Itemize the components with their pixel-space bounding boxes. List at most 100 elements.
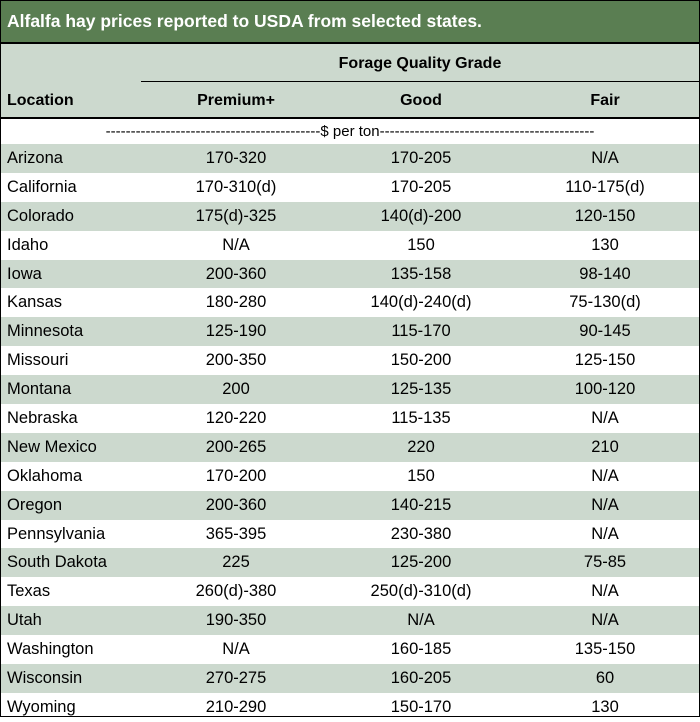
good-cell: 160-205 xyxy=(390,668,452,687)
location-cell: Montana xyxy=(7,380,72,399)
good-cell: N/A xyxy=(407,611,435,630)
table-row: Washington N/A 160-185 135-150 xyxy=(1,635,699,664)
location-cell: Texas xyxy=(7,582,51,601)
fair-cell: N/A xyxy=(591,582,619,601)
location-cell: Oklahoma xyxy=(7,466,83,485)
premium-cell: 200 xyxy=(222,380,250,399)
group-header-underline xyxy=(141,81,699,82)
group-header: Forage Quality Grade xyxy=(338,55,502,72)
location-cell: Oregon xyxy=(7,495,63,514)
table-row: Idaho N/A 150 130 xyxy=(1,231,699,260)
location-cell: Iowa xyxy=(7,264,42,283)
premium-cell: 225 xyxy=(222,553,250,572)
location-cell: Idaho xyxy=(7,235,49,254)
good-cell: 140(d)-240(d) xyxy=(370,293,472,312)
table-row: Kansas 180-280 140(d)-240(d) 75-130(d) xyxy=(1,288,699,317)
good-cell: 220 xyxy=(407,437,435,456)
good-cell: 140(d)-200 xyxy=(380,206,462,225)
location-cell: Arizona xyxy=(7,148,63,167)
good-cell: 125-135 xyxy=(390,380,452,399)
premium-cell: 170-310(d) xyxy=(195,177,277,196)
fair-cell: 75-130(d) xyxy=(569,293,641,312)
fair-cell: 135-150 xyxy=(574,640,636,659)
good-cell: 170-205 xyxy=(390,177,452,196)
table-row: Wyoming 210-290 150-170 130 xyxy=(1,693,699,722)
table-row: California 170-310(d) 170-205 110-175(d) xyxy=(1,173,699,202)
location-header: Location xyxy=(7,92,74,109)
location-cell: Kansas xyxy=(7,293,63,312)
table-row: Montana 200 125-135 100-120 xyxy=(1,375,699,405)
fair-cell: 98-140 xyxy=(579,264,631,283)
premium-cell: 120-220 xyxy=(205,408,267,427)
good-cell: 170-205 xyxy=(390,148,452,167)
premium-cell: 270-275 xyxy=(205,668,267,687)
table-row: Iowa 200-360 135-158 98-140 xyxy=(1,259,699,289)
good-cell: 150 xyxy=(407,235,435,254)
premium-cell: N/A xyxy=(222,235,250,254)
good-cell: 125-200 xyxy=(390,553,452,572)
location-cell: Colorado xyxy=(7,206,74,225)
table-row: Nebraska 120-220 115-135 N/A xyxy=(1,404,699,433)
good-header: Good xyxy=(400,92,442,109)
good-cell: 230-380 xyxy=(390,524,452,543)
fair-cell: N/A xyxy=(591,148,619,167)
header-divider xyxy=(1,117,699,119)
fair-cell: 120-150 xyxy=(574,206,636,225)
table-row: Minnesota 125-190 115-170 90-145 xyxy=(1,317,699,347)
location-cell: Washington xyxy=(7,640,94,659)
premium-cell: 210-290 xyxy=(205,697,267,716)
premium-cell: 125-190 xyxy=(205,322,267,341)
premium-cell: 200-360 xyxy=(205,264,267,283)
fair-cell: 90-145 xyxy=(579,322,631,341)
table-row: Utah 190-350 N/A N/A xyxy=(1,606,699,636)
fair-cell: 130 xyxy=(591,697,619,716)
table-row: Texas 260(d)-380 250(d)-310(d) N/A xyxy=(1,577,699,606)
fair-cell: N/A xyxy=(591,408,619,427)
good-cell: 115-170 xyxy=(391,322,451,341)
premium-cell: N/A xyxy=(222,640,250,659)
good-cell: 140-215 xyxy=(390,495,452,514)
location-cell: California xyxy=(7,177,77,196)
premium-cell: 200-350 xyxy=(205,351,267,370)
table-title-bar: Alfalfa hay prices reported to USDA from… xyxy=(1,1,699,44)
location-cell: Wyoming xyxy=(7,697,76,716)
location-cell: Missouri xyxy=(7,351,69,370)
table-row: South Dakota 225 125-200 75-85 xyxy=(1,548,699,578)
location-cell: Minnesota xyxy=(7,322,84,341)
fair-header: Fair xyxy=(590,92,620,109)
fair-cell: 110-175(d) xyxy=(565,177,645,196)
location-cell: Utah xyxy=(7,611,42,630)
fair-cell: N/A xyxy=(591,524,619,543)
good-cell: 150 xyxy=(407,466,435,485)
fair-cell: 75-85 xyxy=(583,553,627,572)
premium-cell: 170-200 xyxy=(205,466,267,485)
units-label: ----------------------------------------… xyxy=(105,123,595,140)
table-title: Alfalfa hay prices reported to USDA from… xyxy=(7,11,482,31)
premium-cell: 190-350 xyxy=(205,611,267,630)
fair-cell: 60 xyxy=(595,668,615,687)
fair-cell: N/A xyxy=(591,466,619,485)
premium-cell: 260(d)-380 xyxy=(195,582,277,601)
premium-cell: 200-360 xyxy=(205,495,267,514)
table-row: Colorado 175(d)-325 140(d)-200 120-150 xyxy=(1,201,699,231)
units-row: ----------------------------------------… xyxy=(1,119,699,144)
table-row: Oregon 200-360 140-215 N/A xyxy=(1,490,699,520)
good-cell: 135-158 xyxy=(390,264,452,283)
fair-cell: 125-150 xyxy=(574,351,636,370)
table-row: Oklahoma 170-200 150 N/A xyxy=(1,462,699,491)
premium-cell: 175(d)-325 xyxy=(195,206,277,225)
fair-cell: N/A xyxy=(591,495,619,514)
table-row: Wisconsin 270-275 160-205 60 xyxy=(1,664,699,693)
location-cell: Nebraska xyxy=(7,408,78,427)
location-cell: Pennsylvania xyxy=(7,524,106,543)
good-cell: 150-170 xyxy=(390,697,452,716)
location-cell: South Dakota xyxy=(7,553,107,572)
fair-cell: N/A xyxy=(591,611,619,630)
good-cell: 115-135 xyxy=(391,408,451,427)
premium-cell: 170-320 xyxy=(205,148,267,167)
fair-cell: 130 xyxy=(591,235,619,254)
good-cell: 160-185 xyxy=(390,640,452,659)
fair-cell: 100-120 xyxy=(574,380,636,399)
table-row: Pennsylvania 365-395 230-380 N/A xyxy=(1,520,699,549)
